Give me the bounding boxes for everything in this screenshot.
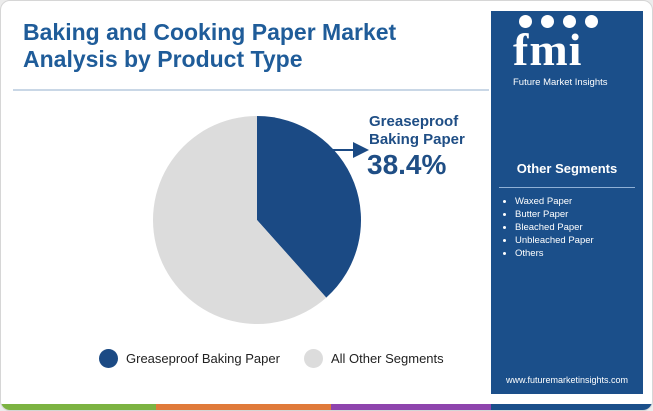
- other-segments-divider: [499, 187, 635, 188]
- legend-swatch-greaseproof: [99, 349, 118, 368]
- title-line-2: Analysis by Product Type: [23, 46, 303, 72]
- bottom-bar-segment-green: [1, 404, 156, 410]
- bottom-bar-segment-blue: [491, 404, 652, 410]
- pie-chart: [153, 116, 369, 324]
- other-segments-list: Waxed Paper Butter Paper Bleached Paper …: [501, 195, 594, 260]
- pie-slice-greaseproof: [257, 116, 362, 298]
- bottom-color-bar: [1, 404, 652, 410]
- pie-slice-others: [153, 116, 327, 324]
- logo-dot-icon: [519, 15, 532, 28]
- chart-legend: Greaseproof Baking Paper All Other Segme…: [99, 349, 444, 368]
- callout-label: Greaseproof Baking Paper: [369, 113, 465, 149]
- callout-label-line-2: Baking Paper: [369, 131, 465, 148]
- list-item: Bleached Paper: [515, 221, 594, 234]
- callout-value: 38.4%: [367, 149, 447, 180]
- other-segments-heading: Other Segments: [516, 161, 618, 176]
- brand-name: Future Market Insights: [513, 77, 608, 88]
- list-item: Others: [515, 247, 594, 260]
- logo-dot-icon: [563, 15, 576, 28]
- bottom-bar-segment-purple: [331, 404, 491, 410]
- legend-swatch-others: [303, 349, 323, 368]
- sidebar-panel: fmi Future Market Insights Other Segment…: [491, 11, 643, 394]
- logo-wordmark: fmi: [513, 24, 583, 75]
- logo-icons: [519, 15, 598, 28]
- legend-label-others: All Other Segments: [330, 351, 444, 366]
- title-divider: [13, 89, 489, 91]
- title-line-1: Baking and Cooking Paper Market: [23, 19, 397, 45]
- website-url: www.futuremarketinsights.com: [505, 375, 629, 385]
- logo-dot-icon: [585, 15, 598, 28]
- bottom-bar-segment-orange: [156, 404, 331, 410]
- legend-label-greaseproof: Greaseproof Baking Paper: [126, 351, 280, 366]
- fmi-logo: fmi: [509, 15, 629, 75]
- legend-item-greaseproof: Greaseproof Baking Paper: [99, 349, 280, 368]
- callout-label-line-1: Greaseproof: [369, 113, 459, 130]
- list-item: Butter Paper: [515, 208, 594, 221]
- list-item: Unbleached Paper: [515, 234, 594, 247]
- list-item: Waxed Paper: [515, 195, 594, 208]
- logo-dot-icon: [541, 15, 554, 28]
- legend-item-others: All Other Segments: [303, 349, 444, 368]
- chart-title: Baking and Cooking Paper Market Analysis…: [23, 19, 396, 73]
